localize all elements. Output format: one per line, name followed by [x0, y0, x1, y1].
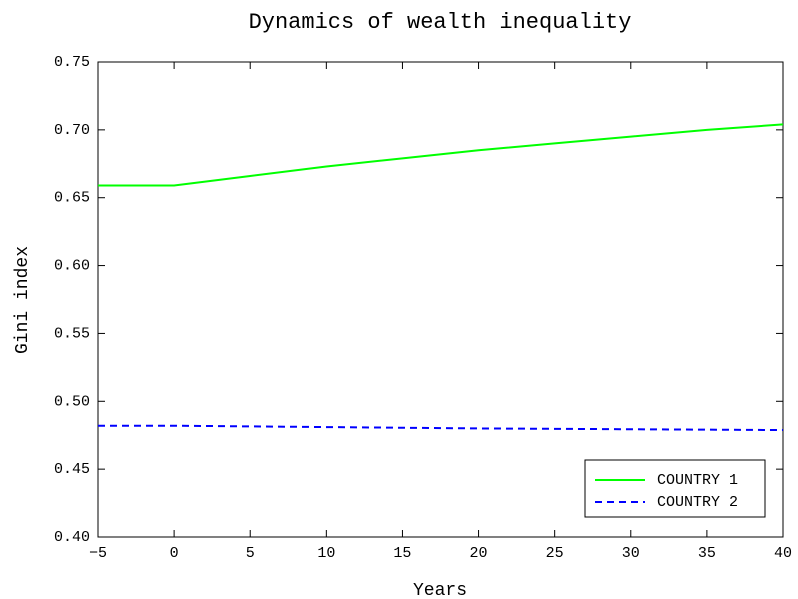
x-tick-label: 40: [774, 545, 792, 562]
legend-label: COUNTRY 1: [657, 472, 738, 489]
y-tick-label: 0.45: [54, 461, 90, 478]
legend-label: COUNTRY 2: [657, 494, 738, 511]
x-tick-label: 15: [393, 545, 411, 562]
chart-title: Dynamics of wealth inequality: [249, 10, 632, 35]
y-tick-label: 0.55: [54, 325, 90, 342]
y-tick-label: 0.70: [54, 122, 90, 139]
y-tick-label: 0.75: [54, 54, 90, 71]
x-tick-label: 25: [546, 545, 564, 562]
x-tick-label: 0: [170, 545, 179, 562]
x-axis-label: Years: [413, 581, 467, 599]
y-axis-label: Gini index: [13, 246, 33, 354]
legend-box: [584, 459, 766, 518]
line: [98, 424, 784, 432]
line: [98, 123, 784, 187]
x-tick-label: 5: [246, 545, 255, 562]
x-tick-label: 10: [317, 545, 335, 562]
x-tick-label: 30: [622, 545, 640, 562]
plot-frame: [97, 61, 784, 538]
y-tick-label: 0.50: [54, 393, 90, 410]
y-tick-label: 0.60: [54, 258, 90, 275]
x-tick-label: 20: [470, 545, 488, 562]
x-tick-label: 35: [698, 545, 716, 562]
y-tick-label: 0.65: [54, 190, 90, 207]
x-tick-label: −5: [89, 545, 107, 562]
y-tick-label: 0.40: [54, 529, 90, 546]
